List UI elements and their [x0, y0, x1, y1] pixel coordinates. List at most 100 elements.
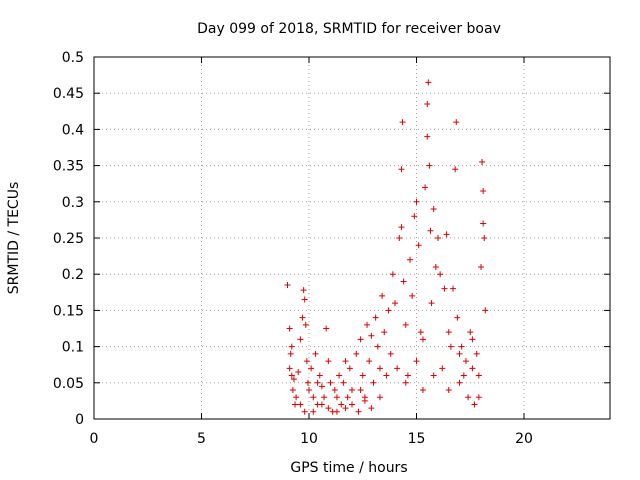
- data-point: [478, 263, 484, 270]
- data-point: [340, 379, 347, 386]
- data-point: [479, 158, 486, 165]
- data-point: [389, 271, 396, 278]
- data-point: [453, 119, 460, 126]
- data-point: [450, 285, 457, 292]
- data-point: [349, 401, 355, 408]
- data-point: [443, 231, 450, 238]
- data-point: [374, 343, 381, 350]
- data-point: [469, 365, 476, 372]
- y-tick-label: 0.4: [62, 122, 84, 138]
- y-tick-label: 0.3: [62, 195, 84, 211]
- data-point: [366, 358, 373, 365]
- data-point: [357, 336, 364, 343]
- x-axis-label: GPS time / hours: [290, 460, 407, 476]
- x-tick-label: 20: [515, 431, 533, 447]
- data-point: [387, 350, 394, 357]
- axis-ticks: [93, 56, 610, 420]
- data-point: [427, 227, 434, 234]
- data-point: [292, 401, 299, 408]
- data-point: [411, 213, 418, 220]
- data-point: [454, 314, 461, 321]
- data-point: [321, 394, 328, 401]
- data-point: [469, 336, 476, 343]
- grid: [94, 57, 610, 419]
- data-point: [287, 350, 294, 357]
- data-point: [308, 365, 315, 372]
- data-point: [301, 296, 308, 303]
- data-point: [327, 379, 334, 386]
- data-point: [419, 387, 426, 394]
- data-point: [302, 321, 309, 328]
- data-point: [381, 329, 388, 336]
- data-point: [415, 242, 422, 249]
- data-point: [482, 307, 489, 314]
- data-point: [297, 401, 304, 408]
- y-axis-label: SRMTID / TECUs: [6, 182, 22, 295]
- data-point: [288, 343, 295, 350]
- data-point: [385, 307, 392, 314]
- data-point: [310, 408, 317, 415]
- data-point: [312, 350, 319, 357]
- data-point: [447, 343, 454, 350]
- data-point: [424, 133, 431, 140]
- data-point: [338, 401, 345, 408]
- data-point: [342, 358, 349, 365]
- data-point: [426, 162, 433, 169]
- data-point: [462, 358, 469, 365]
- data-point: [372, 314, 379, 321]
- data-point: [333, 408, 340, 415]
- data-point: [439, 365, 446, 372]
- data-point: [425, 79, 432, 86]
- data-point: [299, 314, 306, 321]
- data-point: [357, 387, 364, 394]
- data-point: [290, 376, 297, 383]
- y-tick-label: 0.05: [53, 376, 84, 392]
- data-point: [368, 332, 375, 339]
- data-point: [396, 235, 403, 241]
- data-point: [475, 372, 482, 379]
- data-point: [286, 365, 293, 372]
- data-point: [465, 394, 472, 401]
- data-point: [480, 187, 487, 194]
- data-point: [392, 300, 398, 307]
- data-point: [407, 256, 414, 263]
- data-point: [325, 405, 332, 412]
- data-point: [288, 372, 295, 379]
- data-point: [467, 329, 474, 336]
- data-point: [404, 372, 411, 379]
- data-point: [353, 350, 360, 357]
- data-point: [398, 224, 405, 231]
- data-point: [428, 300, 435, 307]
- data-point: [318, 383, 325, 390]
- data-point: [445, 387, 452, 394]
- data-point: [331, 387, 338, 394]
- y-tick-label: 0.1: [62, 340, 84, 356]
- data-point: [480, 220, 487, 227]
- x-tick-label: 15: [408, 431, 426, 447]
- data-point: [471, 401, 478, 408]
- data-point: [316, 372, 323, 379]
- data-point: [458, 343, 465, 350]
- y-tick-label: 0.5: [62, 50, 84, 66]
- data-point: [432, 263, 439, 270]
- data-point: [400, 278, 407, 285]
- data-point: [304, 379, 311, 386]
- data-point: [398, 166, 405, 173]
- data-point: [368, 405, 375, 412]
- data-point: [417, 329, 424, 336]
- data-point: [284, 282, 291, 289]
- data-point: [310, 394, 317, 401]
- data-point: [424, 101, 431, 108]
- data-point: [323, 325, 330, 332]
- data-point: [286, 325, 293, 332]
- data-point: [481, 235, 488, 241]
- data-point: [460, 372, 467, 379]
- chart-title: Day 099 of 2018, SRMTID for receiver boa…: [197, 21, 501, 37]
- data-point: [399, 119, 406, 126]
- data-point: [349, 387, 355, 394]
- data-point: [300, 287, 307, 294]
- data-point: [445, 329, 452, 336]
- data-point: [346, 365, 353, 372]
